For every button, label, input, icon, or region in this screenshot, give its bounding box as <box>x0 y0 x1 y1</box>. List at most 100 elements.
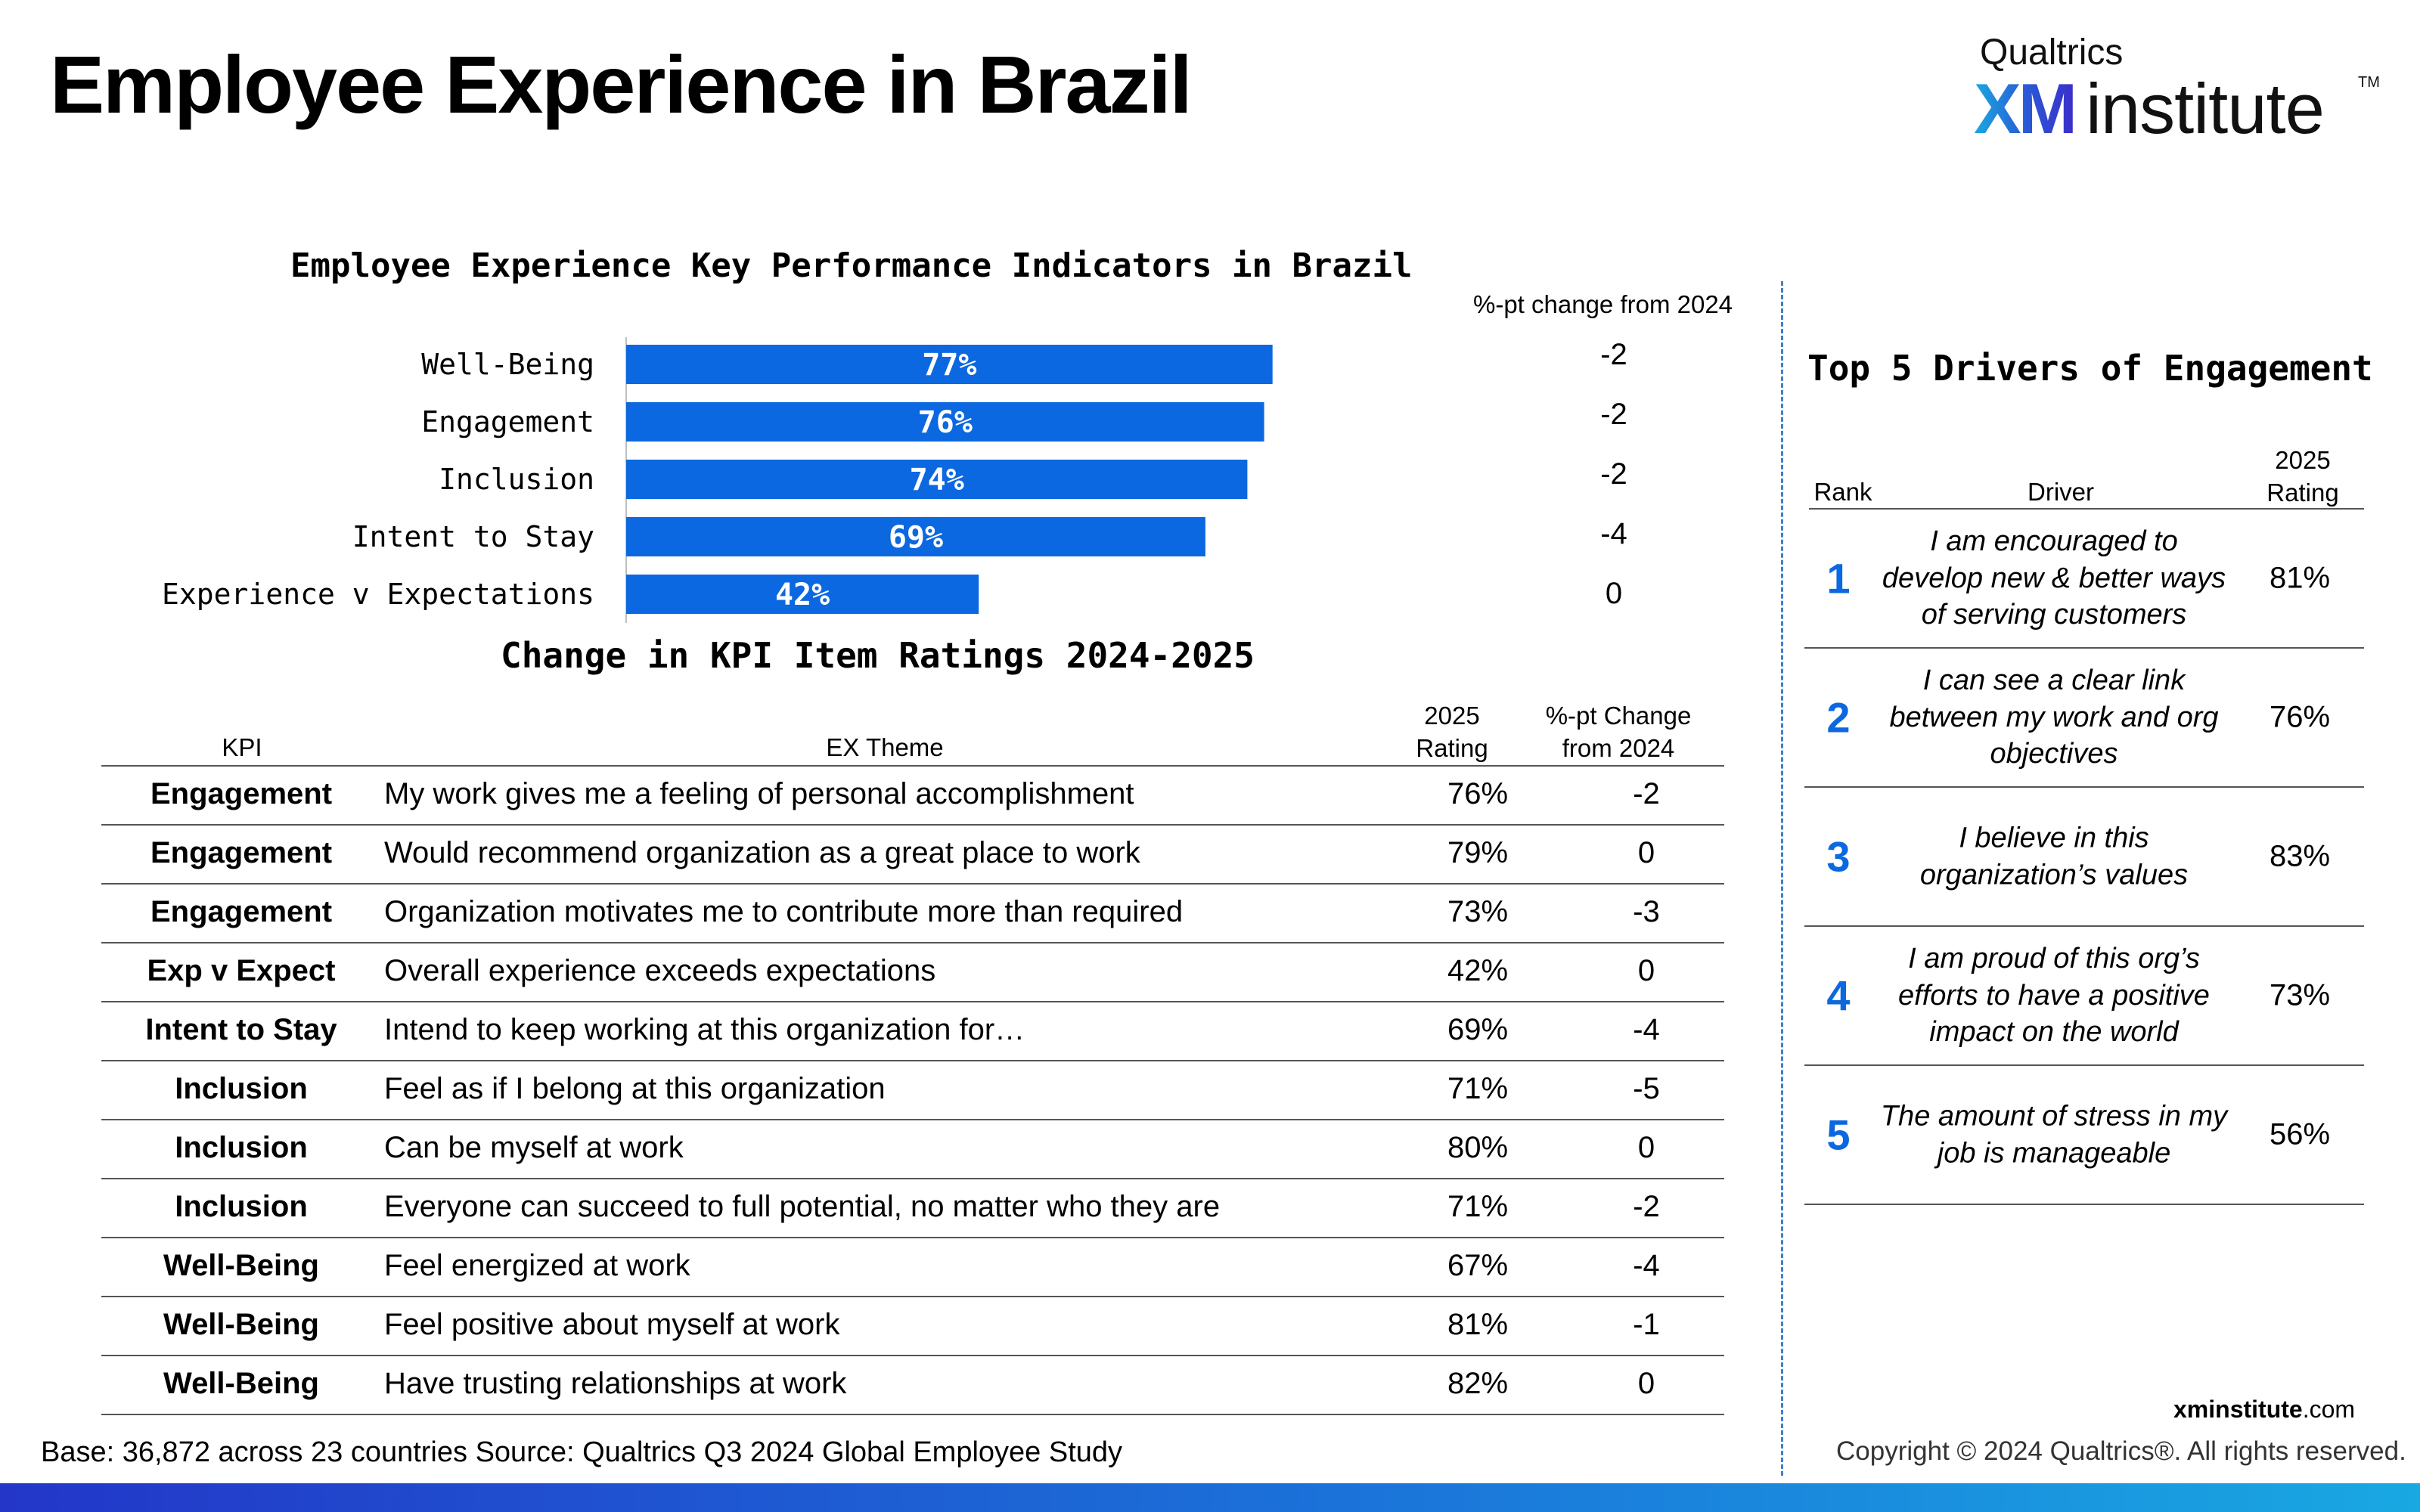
row-rating: 76% <box>1447 777 1509 810</box>
bar-change-label: -2 <box>1600 398 1627 431</box>
kpi-bar-chart: Well-Being 77% -2 Engagement 76% -2 Inclusion 7… <box>162 337 1627 623</box>
bar-value-label: 74% <box>910 463 964 497</box>
row-theme: Feel as if I belong at this organization <box>384 1072 886 1105</box>
footer-source-text: Qualtrics Q3 2024 Global Employee Study <box>574 1436 1123 1468</box>
row-kpi: Engagement <box>150 836 333 869</box>
table-header-change-line1: %-pt Change <box>1545 702 1692 730</box>
table-header-change-line2: from 2024 <box>1562 733 1675 762</box>
bar-category-label: Engagement <box>421 405 594 438</box>
row-kpi: Exp v Expect <box>147 954 336 987</box>
driver-text: I can see a clear link between my work a… <box>1889 665 2219 770</box>
table-row: Well-Being Feel positive about myself at … <box>101 1297 1724 1356</box>
driver-rank: 1 <box>1826 554 1851 603</box>
row-kpi: Engagement <box>150 777 333 810</box>
section-divider <box>1781 281 1783 1476</box>
bar-change-label: -2 <box>1600 457 1627 491</box>
kpi-item-table: Engagement My work gives me a feeling of … <box>101 767 1724 1415</box>
row-change: 0 <box>1637 1367 1655 1400</box>
row-change: -4 <box>1633 1013 1660 1046</box>
row-rating: 79% <box>1447 836 1509 869</box>
driver-row: 1 I am encouraged to develop new & better… <box>1804 510 2364 649</box>
xm-institute-logo: Qualtrics XM institute TM <box>1974 29 2380 148</box>
kpi-bar <box>626 517 1205 556</box>
table-header-divider <box>101 765 1724 767</box>
footer-source-label: Source: <box>475 1436 575 1468</box>
driver-row: 4 I am proud of this org’s efforts to hav… <box>1804 927 2364 1066</box>
bar-change-label: -2 <box>1600 338 1627 371</box>
row-theme: Have trusting relationships at work <box>384 1367 847 1400</box>
row-rating: 80% <box>1447 1131 1509 1164</box>
table-header-theme: EX Theme <box>826 733 944 761</box>
row-kpi: Well-Being <box>163 1367 319 1400</box>
table-row: Inclusion Can be myself at work 80% 0 <box>101 1120 1724 1179</box>
footer-site-bold: xminstitute <box>2173 1396 2303 1423</box>
kpi-bar <box>626 460 1248 499</box>
table-header-kpi: KPI <box>222 733 262 761</box>
row-rating: 81% <box>1447 1308 1509 1341</box>
row-rating: 71% <box>1447 1072 1509 1105</box>
table-row: Inclusion Everyone can succeed to full po… <box>101 1179 1724 1238</box>
table-row: Exp v Expect Overall experience exceeds e… <box>101 943 1724 1002</box>
row-rating: 82% <box>1447 1367 1509 1400</box>
row-change: -2 <box>1633 777 1660 810</box>
driver-row: 2 I can see a clear link between my work … <box>1804 649 2364 788</box>
driver-row: 5 The amount of stress in my job is manag… <box>1804 1066 2364 1205</box>
row-change: -3 <box>1633 895 1660 928</box>
drivers-header-rank: Rank <box>1813 478 1872 506</box>
footer-base-label: Base: <box>41 1436 115 1468</box>
row-kpi: Engagement <box>150 895 333 928</box>
drivers-header-driver: Driver <box>2028 478 2094 506</box>
bar-value-label: 42% <box>775 578 830 612</box>
row-rating: 73% <box>1447 895 1509 928</box>
table-header-rating-line2: Rating <box>1416 733 1488 762</box>
driver-rank: 5 <box>1826 1111 1851 1159</box>
footer-base-text: 36,872 across 23 countries <box>114 1436 476 1468</box>
row-change: -4 <box>1633 1249 1660 1282</box>
driver-text: The amount of stress in my job is manage… <box>1880 1100 2228 1169</box>
table-row: Inclusion Feel as if I belong at this org… <box>101 1061 1724 1120</box>
page-title: Employee Experience in Brazil <box>50 39 1193 130</box>
drivers-header-rating-line1: 2025 <box>2275 446 2331 474</box>
footer-site-link[interactable]: xminstitute.com <box>2173 1396 2355 1424</box>
logo-institute-text: institute <box>2086 69 2325 148</box>
row-change: 0 <box>1637 1131 1655 1164</box>
row-change: -2 <box>1633 1190 1660 1223</box>
row-theme: My work gives me a feeling of personal a… <box>384 777 1134 810</box>
row-change: -5 <box>1633 1072 1660 1105</box>
driver-rating: 83% <box>2269 839 2331 873</box>
drivers-title: Top 5 Drivers of Engagement <box>1807 348 2373 389</box>
row-kpi: Inclusion <box>175 1072 308 1105</box>
drivers-list: 1 I am encouraged to develop new & better… <box>1804 510 2364 1205</box>
footer-site-rest: .com <box>2302 1396 2356 1423</box>
driver-rating: 56% <box>2269 1117 2331 1151</box>
row-theme: Intend to keep working at this organizat… <box>384 1013 1025 1046</box>
driver-row: 3 I believe in this organization’s values… <box>1804 788 2364 927</box>
row-theme: Feel positive about myself at work <box>384 1308 840 1341</box>
driver-rating: 81% <box>2269 561 2331 595</box>
driver-text: I believe in this organization’s values <box>1919 822 2189 891</box>
kpi-table-title: Change in KPI Item Ratings 2024-2025 <box>501 635 1255 676</box>
driver-rank: 4 <box>1826 971 1851 1020</box>
bar-change-label: -4 <box>1600 517 1627 550</box>
row-theme: Would recommend organization as a great … <box>384 836 1140 869</box>
bar-value-label: 76% <box>918 405 973 440</box>
row-rating: 71% <box>1447 1190 1509 1223</box>
row-kpi: Well-Being <box>163 1308 319 1341</box>
logo-brand-text: Qualtrics <box>1980 33 2124 73</box>
row-theme: Overall experience exceeds expectations <box>384 954 936 987</box>
driver-text: I am proud of this org’s efforts to have… <box>1898 943 2210 1049</box>
bar-category-label: Experience v Expectations <box>162 578 594 611</box>
bar-value-label: 77% <box>922 348 976 383</box>
kpi-bar <box>626 402 1264 442</box>
row-kpi: Inclusion <box>175 1190 308 1223</box>
kpi-change-header: %-pt change from 2024 <box>1473 290 1733 318</box>
table-row: Intent to Stay Intend to keep working at … <box>101 1002 1724 1061</box>
table-row: Well-Being Feel energized at work 67% -4 <box>101 1238 1724 1297</box>
driver-rating: 76% <box>2269 700 2331 734</box>
drivers-header-rating: 2025 Rating <box>2238 445 2367 510</box>
row-kpi: Well-Being <box>163 1249 319 1282</box>
footer-copyright: Copyright © 2024 Qualtrics®. All rights … <box>1836 1436 2406 1466</box>
row-rating: 69% <box>1447 1013 1509 1046</box>
driver-rank: 3 <box>1826 832 1851 881</box>
logo-xm-text: XM <box>1974 69 2077 148</box>
